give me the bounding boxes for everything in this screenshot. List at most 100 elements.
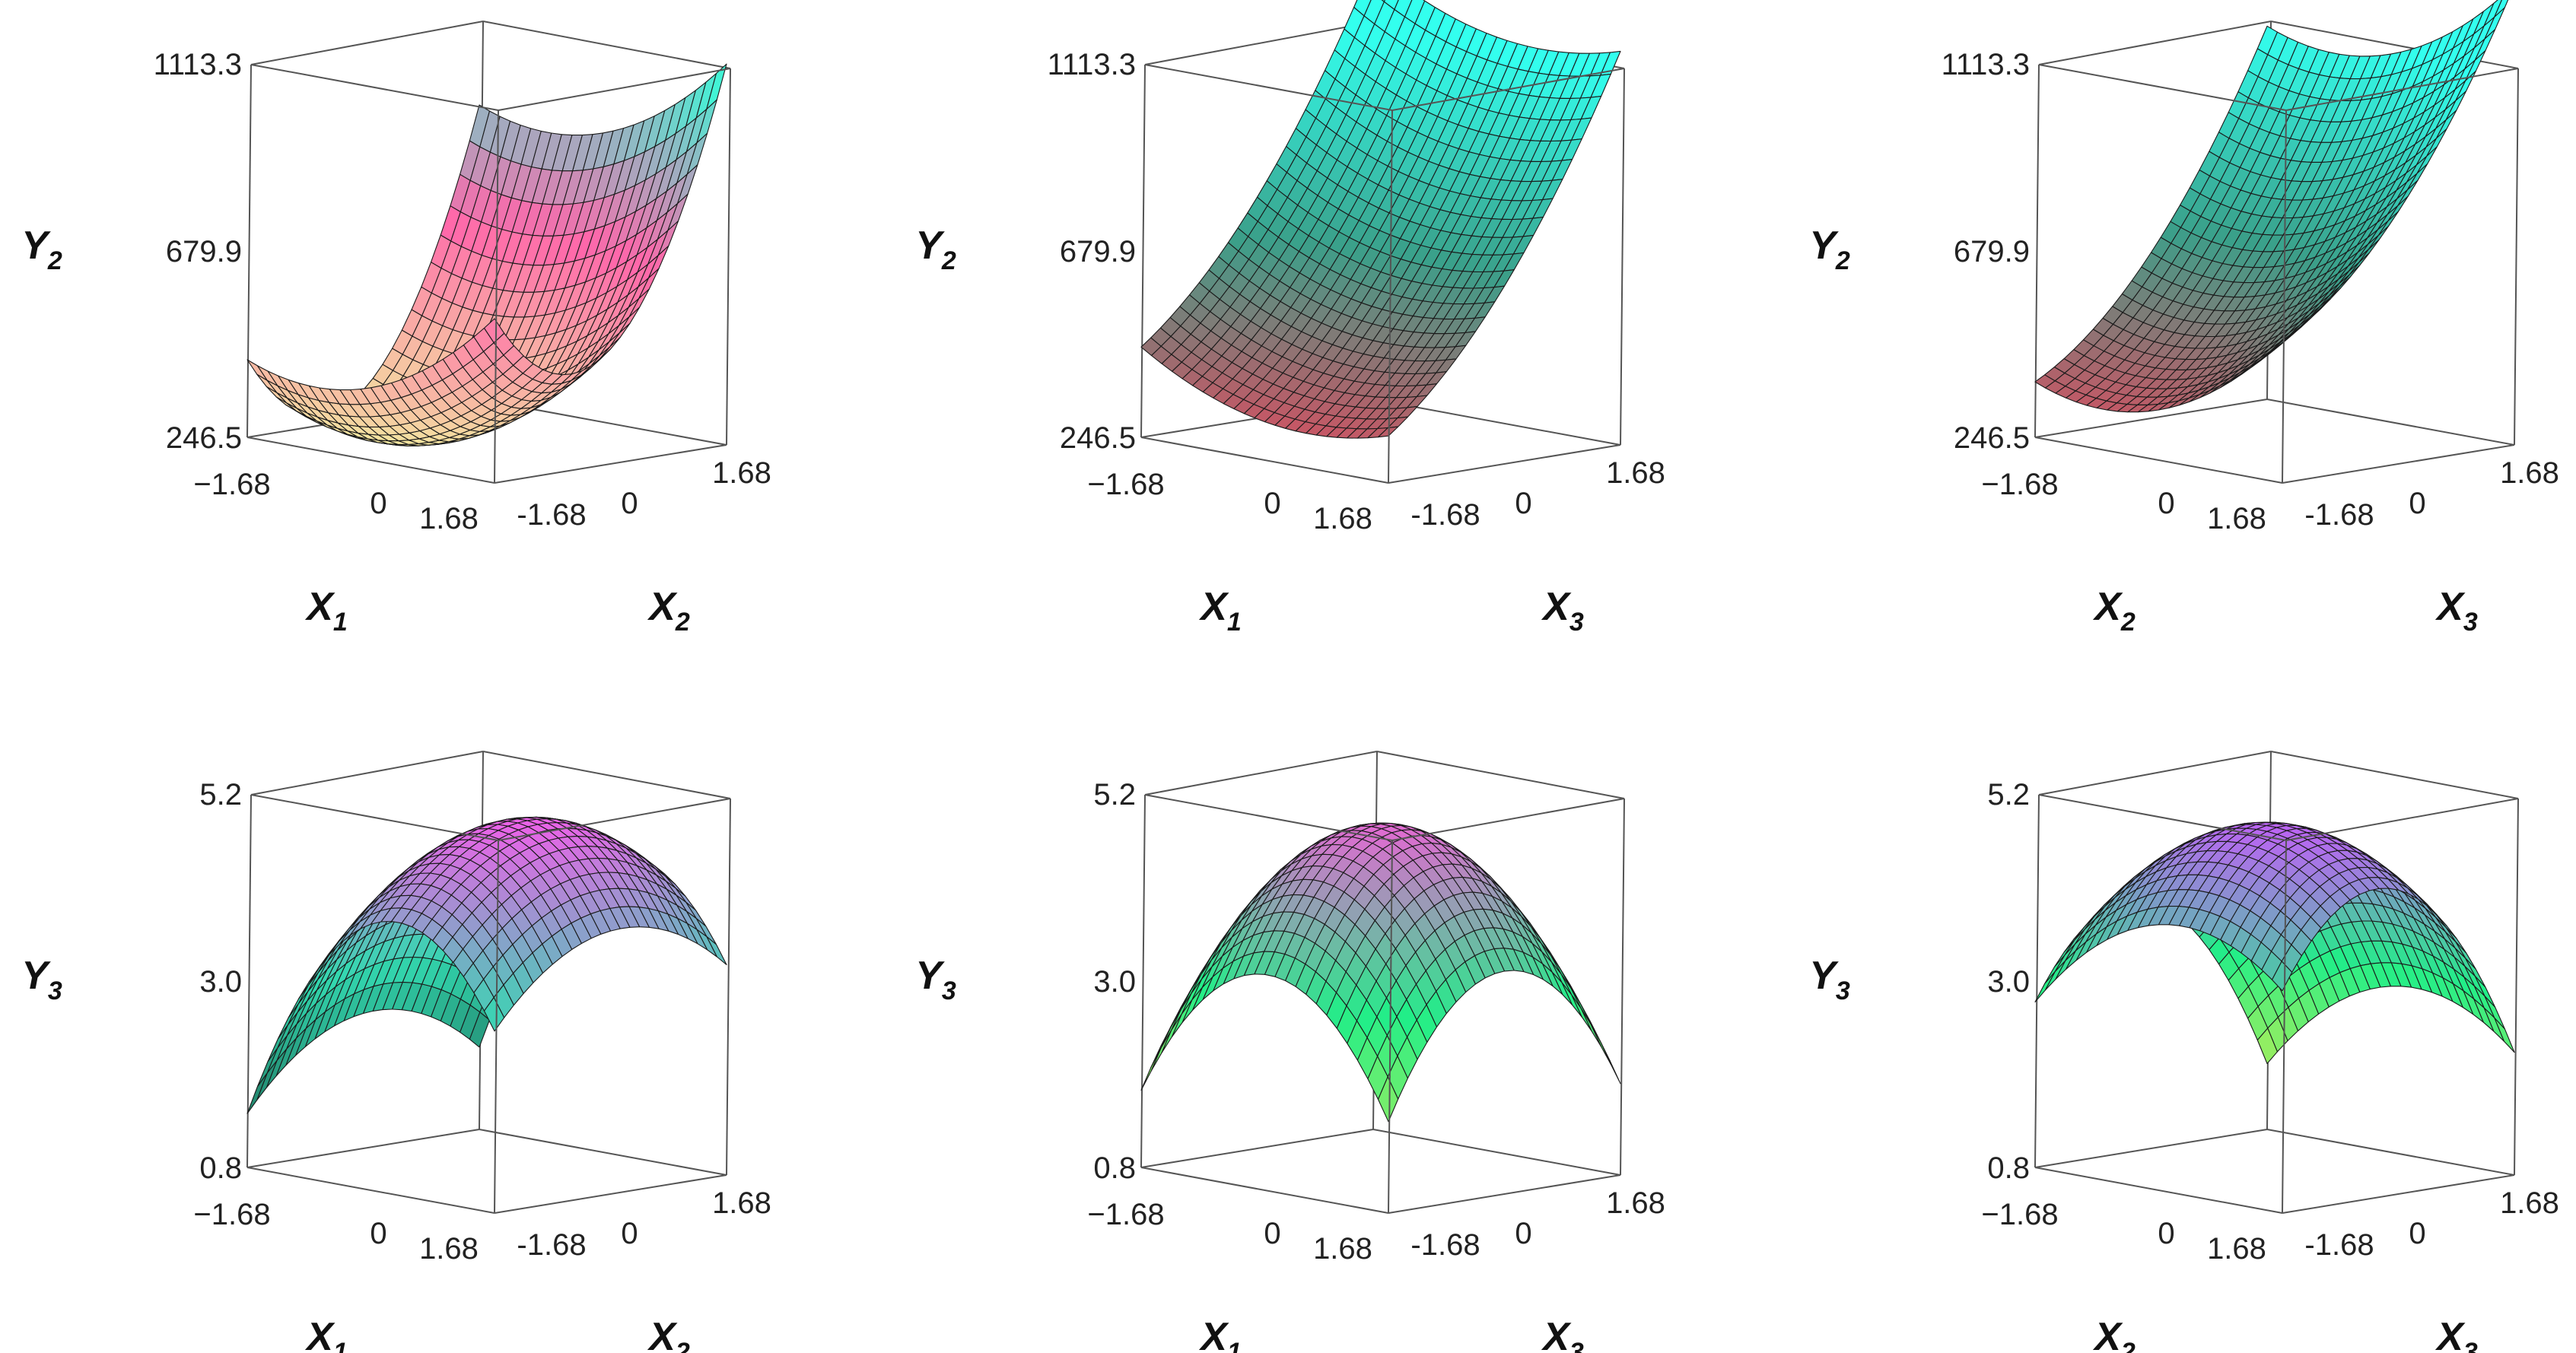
box-front-edge — [1388, 840, 1393, 1214]
surface-cell — [483, 996, 505, 1032]
y-tick-label: 1.68 — [2500, 1186, 2559, 1220]
z-tick-label: 5.2 — [1987, 778, 2030, 811]
box-back-edge — [1140, 64, 1146, 438]
surface-cell — [1571, 994, 1592, 1031]
surface-cell — [1161, 1013, 1182, 1053]
box-front-edge — [1391, 798, 1625, 841]
x-tick-label: 1.68 — [2207, 502, 2266, 535]
surface-panel-3: 1113.3 679.9 246.5 −1.68 0 1.68 -1.68 0 1.68 Y2 X2… — [1809, 0, 2559, 637]
y-tick-label: 0 — [2409, 487, 2425, 520]
x-tick-label: −1.68 — [1087, 468, 1164, 501]
surface-cell — [2034, 971, 2056, 1003]
x-axis-label: X1 — [1198, 1315, 1242, 1353]
x-axis-label: X2 — [2092, 1315, 2136, 1353]
box-front-edge — [2285, 68, 2519, 111]
box-front-edge — [494, 840, 499, 1214]
box-front-edge — [2282, 840, 2287, 1214]
box-back-edge — [2034, 794, 2040, 1168]
box-back-edge — [1140, 1129, 1374, 1168]
box-back-edge — [2034, 399, 2268, 438]
y-axis-label: X2 — [647, 1315, 690, 1353]
box-front-edge — [2282, 110, 2287, 484]
z-axis-label: Y2 — [915, 224, 956, 275]
surface-mesh — [246, 63, 727, 446]
box-front-edge — [1388, 444, 1621, 484]
y-tick-label: 1.68 — [712, 456, 771, 490]
y-tick-label: 0 — [621, 487, 638, 520]
box-back-edge — [1372, 1129, 1621, 1176]
box-back-edge — [482, 21, 731, 69]
box-back-edge — [2270, 751, 2519, 799]
x-axis-label: X1 — [304, 585, 348, 637]
surface-panel-4: 5.2 3.0 0.8 −1.68 0 1.68 -1.68 0 1.68 Y3 X1 X2 — [21, 751, 771, 1353]
box-front-edge — [1140, 437, 1389, 484]
box-back-edge — [2034, 64, 2040, 438]
surface-cell — [2271, 333, 2293, 351]
x-tick-label: 1.68 — [2207, 1232, 2266, 1266]
surface-mesh — [246, 816, 727, 1114]
x-tick-label: 1.68 — [419, 1232, 479, 1266]
y-tick-label: -1.68 — [1410, 498, 1480, 532]
surface-cell — [483, 318, 505, 344]
box-back-edge — [2038, 751, 2272, 796]
box-front-edge — [1144, 794, 1393, 841]
z-axis-label: Y3 — [1809, 954, 1850, 1005]
surface-cell — [2271, 961, 2293, 992]
box-front-edge — [2282, 1174, 2515, 1214]
box-front-edge — [494, 444, 727, 484]
box-front-edge — [1144, 64, 1393, 111]
z-tick-label: 3.0 — [199, 965, 242, 999]
surface-cell — [1377, 1076, 1399, 1123]
box-front-edge — [2282, 444, 2515, 484]
x-axis-label: X1 — [304, 1315, 348, 1353]
x-tick-label: 1.68 — [1313, 1232, 1372, 1266]
surface-mesh — [2034, 821, 2515, 1065]
x-axis-label: X1 — [1198, 585, 1242, 637]
z-tick-label: 679.9 — [166, 235, 242, 268]
box-front-edge — [250, 794, 499, 841]
surface-panel-2: 1113.3 679.9 246.5 −1.68 0 1.68 -1.68 0 1.68 Y2 X1… — [915, 0, 1665, 637]
z-axis-label: Y2 — [21, 224, 62, 275]
box-front-edge — [1388, 1174, 1621, 1214]
x-tick-label: 0 — [2158, 487, 2174, 520]
box-back-edge — [482, 751, 731, 799]
box-back-edge — [726, 798, 731, 1176]
z-tick-label: 3.0 — [1093, 965, 1136, 999]
surface-cell — [246, 1072, 268, 1114]
y-axis-label: X3 — [1541, 585, 1584, 637]
box-back-edge — [1620, 798, 1625, 1176]
box-front-edge — [498, 798, 731, 841]
z-tick-label: 246.5 — [1954, 421, 2030, 455]
box-back-edge — [2266, 399, 2515, 446]
x-tick-label: 0 — [1264, 487, 1280, 520]
y-tick-label: -1.68 — [517, 498, 586, 532]
y-tick-label: 0 — [1515, 487, 1531, 520]
box-back-edge — [1144, 21, 1378, 65]
box-front-edge — [2034, 1167, 2283, 1214]
box-back-edge — [246, 64, 252, 438]
box-front-edge — [246, 1167, 495, 1214]
box-front-edge — [2038, 64, 2287, 111]
x-tick-label: −1.68 — [1981, 1198, 2058, 1231]
z-tick-label: 5.2 — [199, 778, 242, 811]
z-tick-label: 1113.3 — [1048, 48, 1136, 81]
box-front-edge — [246, 437, 495, 484]
y-tick-label: -1.68 — [2304, 498, 2374, 532]
box-front-edge — [2285, 798, 2519, 841]
box-front-edge — [494, 1174, 727, 1214]
surface-panel-1: 1113.3 679.9 246.5 −1.68 0 1.68 -1.68 0 1.68 Y2 X1… — [21, 21, 771, 637]
box-front-edge — [1388, 110, 1393, 484]
z-tick-label: 1113.3 — [154, 48, 242, 81]
box-back-edge — [1620, 68, 1625, 446]
y-tick-label: 1.68 — [2500, 456, 2559, 490]
box-back-edge — [246, 794, 252, 1168]
x-tick-label: 1.68 — [1313, 502, 1372, 535]
z-axis-label: Y2 — [1809, 224, 1850, 275]
z-tick-label: 0.8 — [1093, 1151, 1136, 1185]
y-tick-label: 0 — [621, 1217, 638, 1250]
box-front-edge — [1391, 68, 1625, 111]
box-back-edge — [2514, 798, 2519, 1176]
box-front-edge — [2034, 437, 2283, 484]
surface-mesh — [1140, 0, 1621, 439]
y-tick-label: -1.68 — [1410, 1228, 1480, 1262]
